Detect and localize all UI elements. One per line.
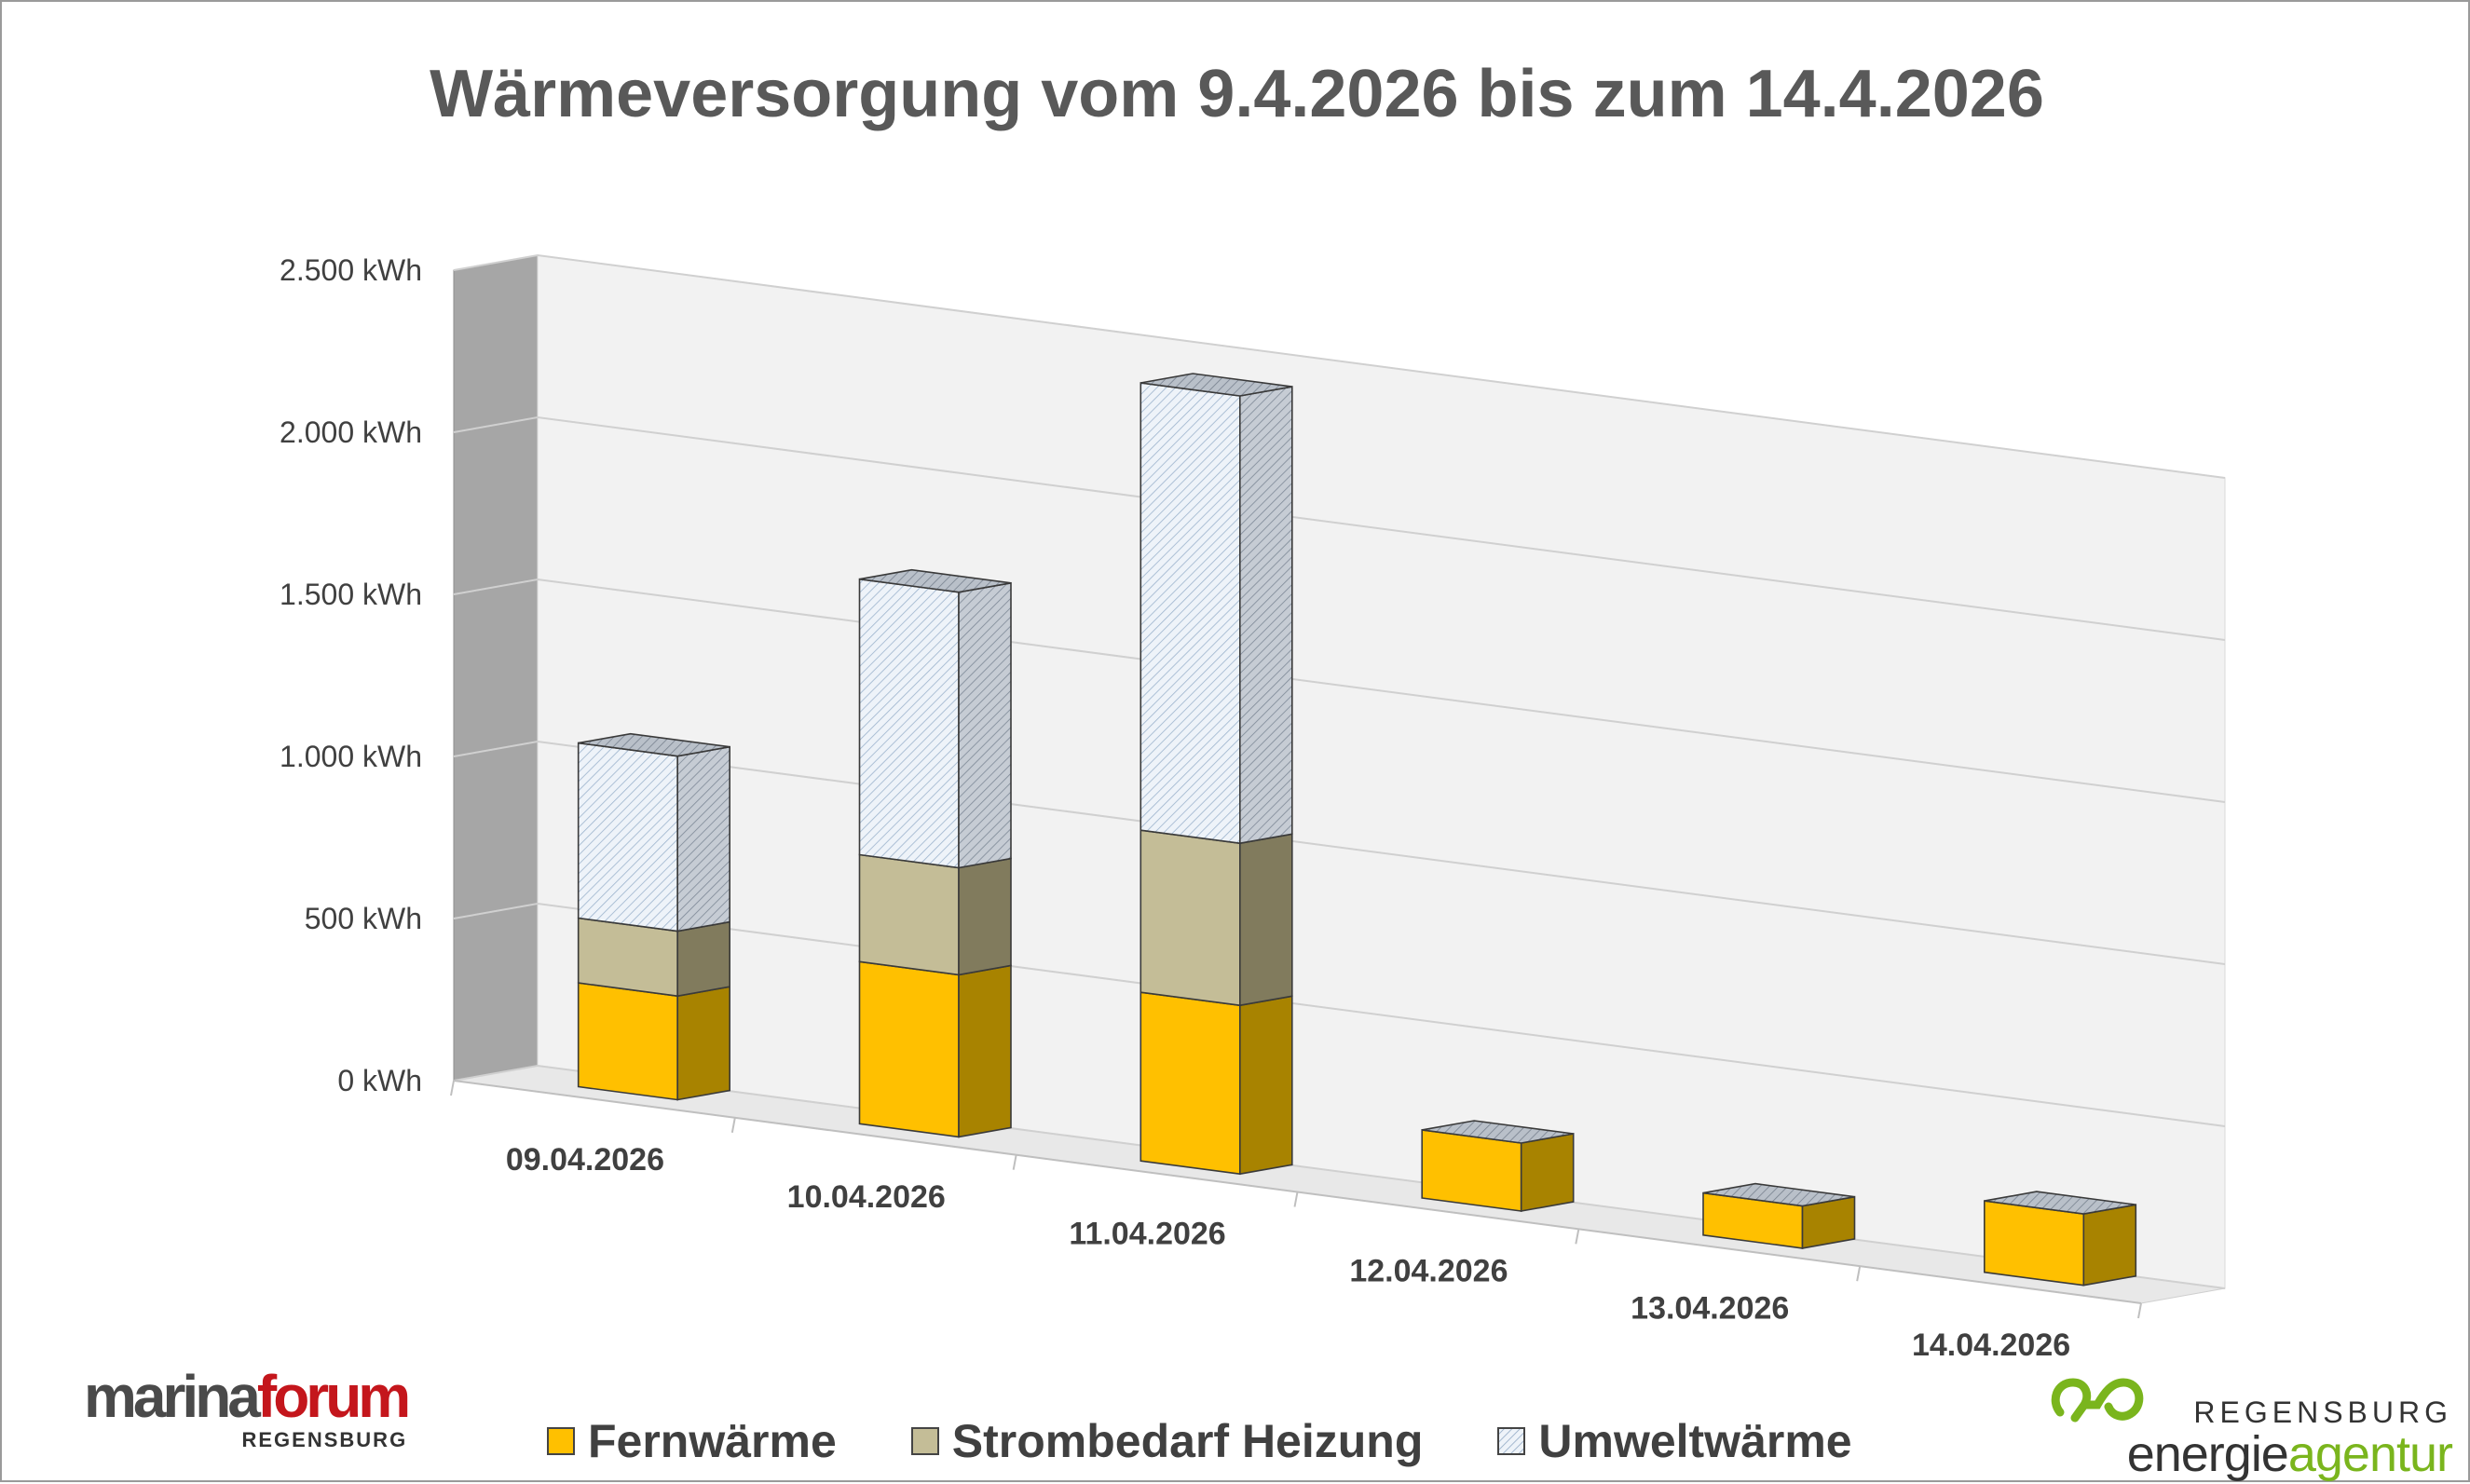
x-tick-label: 14.04.2026 xyxy=(1912,1327,2070,1363)
back-wall xyxy=(537,254,2226,1289)
bar-top xyxy=(1422,1120,1574,1144)
gridline xyxy=(453,253,2226,479)
bar-segment-front xyxy=(1984,1200,2085,1287)
legend-label-strombedarf: Strombedarf Heizung xyxy=(951,1415,1424,1467)
y-axis: 0 kWh 500 kWh 1.000 kWh 1.500 kWh 2.000 kWh 2… xyxy=(280,253,422,1097)
legend-item-fernwaerme: Fernwärme xyxy=(547,1414,837,1468)
bar-segment-front xyxy=(1139,829,1241,1007)
x-tick-mark xyxy=(450,1080,455,1096)
logo-marina-text: marina xyxy=(84,1363,261,1430)
bar-segment-side xyxy=(958,857,1012,976)
marinaforum-logo: marinaforum REGENSBURG xyxy=(84,1367,411,1452)
bar-segment-side xyxy=(1520,1133,1575,1212)
bar-segment-front xyxy=(577,982,679,1101)
y-tick-label: 500 kWh xyxy=(305,902,422,935)
bar-segment-front xyxy=(858,853,960,976)
bar-segment-front xyxy=(1421,1128,1522,1212)
logo-forum-text: forum xyxy=(256,1363,411,1430)
bar-stack xyxy=(1702,1182,1856,1249)
bar-stack xyxy=(1139,373,1293,1176)
x-tick-mark xyxy=(1856,1265,1862,1282)
bar-segment-front xyxy=(577,742,679,933)
y-tick-label: 1.500 kWh xyxy=(280,578,422,611)
legend-item-strombedarf: Strombedarf Heizung xyxy=(910,1414,1424,1468)
chart-title: Wärmeversorgung vom 9.4.2026 bis zum 14.… xyxy=(430,57,2044,131)
legend-swatch-strombedarf xyxy=(910,1427,939,1455)
bar-segment-side xyxy=(676,920,731,998)
energieagentur-mark-icon xyxy=(2051,1378,2144,1423)
x-tick-mark xyxy=(2137,1302,2142,1319)
bar-top xyxy=(1702,1182,1855,1207)
bar-segment-side xyxy=(676,745,731,933)
legend-item-umweltwaerme: Umweltwärme xyxy=(1497,1414,1852,1468)
gridline xyxy=(453,1064,2226,1289)
logo-right-sub: REGENSBURG xyxy=(2193,1396,2452,1429)
bar-segment-side xyxy=(2082,1204,2137,1287)
bar-stack xyxy=(577,732,731,1101)
x-tick-mark xyxy=(1012,1154,1017,1170)
x-tick-mark xyxy=(730,1117,736,1134)
x-tick-label: 13.04.2026 xyxy=(1631,1290,1789,1326)
bars-group xyxy=(577,373,2137,1287)
y-tick-label: 1.000 kWh xyxy=(280,740,422,773)
energieagentur-logo: REGENSBURG energieagentur xyxy=(2047,1364,2457,1482)
legend-label-fernwaerme: Fernwärme xyxy=(588,1415,837,1467)
legend-swatch-fernwaerme xyxy=(547,1427,575,1455)
bar-segment-side xyxy=(958,964,1012,1138)
x-tick-label: 12.04.2026 xyxy=(1349,1253,1508,1288)
gridline xyxy=(453,578,2226,803)
gridline xyxy=(453,740,2226,965)
legend-swatch-umweltwaerme xyxy=(1497,1427,1526,1455)
y-tick-label: 2.000 kWh xyxy=(280,415,422,449)
bar-stack xyxy=(1984,1191,2137,1287)
bar-segment-front xyxy=(1139,382,1241,845)
bar-stack xyxy=(1421,1120,1575,1212)
legend: Fernwärme Strombedarf Heizung Umweltwärm… xyxy=(547,1409,1852,1474)
bar-segment-side xyxy=(958,581,1012,869)
bar-top xyxy=(1140,373,1292,397)
x-tick-mark xyxy=(1293,1191,1299,1207)
bar-top xyxy=(1984,1191,2136,1215)
bar-segment-side xyxy=(676,986,731,1101)
legend-label-umweltwaerme: Umweltwärme xyxy=(1538,1415,1852,1467)
logo-agentur-text: agentur xyxy=(2287,1426,2453,1482)
y-tick-label: 2.500 kWh xyxy=(280,253,422,287)
x-tick-label: 09.04.2026 xyxy=(506,1142,664,1178)
bar-stack xyxy=(858,568,1012,1138)
x-tick-label: 11.04.2026 xyxy=(1069,1217,1225,1252)
chart-gridlines xyxy=(453,253,2226,1289)
gridline xyxy=(453,902,2226,1127)
bar-segment-front xyxy=(858,578,960,869)
bar-segment-side xyxy=(1239,995,1293,1176)
bar-segment-side xyxy=(1239,833,1293,1007)
bar-segment-front xyxy=(1139,991,1241,1176)
bar-top xyxy=(578,732,730,757)
bar-segment-side xyxy=(1239,386,1293,845)
gridline xyxy=(453,415,2226,641)
bar-top xyxy=(859,568,1012,593)
logo-energie-text: energie xyxy=(2126,1426,2289,1482)
x-axis: 09.04.2026 10.04.2026 11.04.2026 12.04.2026… xyxy=(450,1080,2142,1363)
bar-segment-front xyxy=(858,960,960,1138)
x-tick-mark xyxy=(1575,1229,1580,1245)
y-tick-label: 0 kWh xyxy=(337,1064,422,1097)
x-tick-label: 10.04.2026 xyxy=(787,1179,946,1215)
logo-left-sub: REGENSBURG xyxy=(241,1428,408,1451)
side-wall xyxy=(453,254,539,1082)
